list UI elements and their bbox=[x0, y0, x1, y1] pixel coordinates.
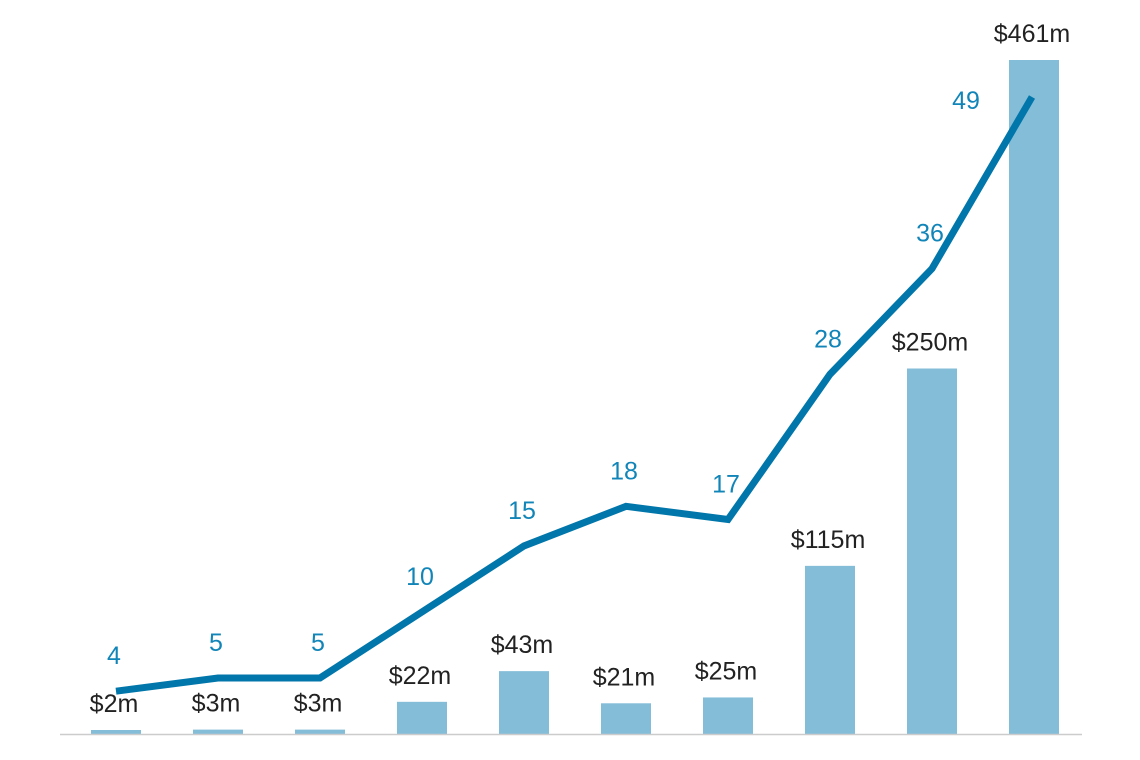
line-group bbox=[115, 95, 1036, 695]
bar-value-label-3: $3m bbox=[294, 690, 343, 718]
bar-3 bbox=[295, 729, 345, 734]
bar-8 bbox=[805, 565, 855, 734]
bar-value-label-2: $3m bbox=[192, 690, 241, 718]
bar-value-label-5: $43m bbox=[491, 631, 554, 659]
line-value-label-6: 18 bbox=[610, 457, 638, 485]
bar-10 bbox=[1009, 60, 1059, 734]
bar-9 bbox=[907, 368, 957, 734]
bar-value-label-1: $2m bbox=[90, 690, 139, 718]
line-value-label-2: 5 bbox=[209, 629, 223, 657]
bar-1 bbox=[91, 730, 141, 734]
bar-2 bbox=[193, 729, 243, 734]
line-value-label-1: 4 bbox=[107, 642, 121, 670]
line-value-label-9: 36 bbox=[916, 220, 944, 248]
line-value-label-5: 15 bbox=[508, 497, 536, 525]
bar-labels-group: $2m $3m $3m $22m $43m $21m $25m $115m $250m $461m bbox=[90, 20, 1071, 718]
bar-value-label-8: $115m bbox=[791, 526, 866, 554]
bars-group bbox=[91, 60, 1059, 734]
bar-6 bbox=[601, 703, 651, 734]
bar-value-label-6: $21m bbox=[593, 663, 656, 691]
line-value-label-4: 10 bbox=[406, 563, 434, 591]
bar-5 bbox=[499, 671, 549, 734]
bar-value-label-7: $25m bbox=[695, 657, 758, 685]
line-value-label-7: 17 bbox=[712, 471, 740, 499]
count-line bbox=[115, 95, 1036, 695]
bar-value-label-10: $461m bbox=[994, 20, 1070, 48]
bar-7 bbox=[703, 697, 753, 734]
line-value-label-3: 5 bbox=[311, 629, 325, 657]
line-labels-group: 4 5 5 10 15 18 17 28 36 49 bbox=[107, 87, 980, 670]
bar-value-label-9: $250m bbox=[892, 328, 968, 356]
bar-value-label-4: $22m bbox=[389, 662, 452, 690]
bar-4 bbox=[397, 701, 447, 734]
line-value-label-8: 28 bbox=[814, 325, 842, 353]
line-value-label-10: 49 bbox=[952, 87, 980, 115]
